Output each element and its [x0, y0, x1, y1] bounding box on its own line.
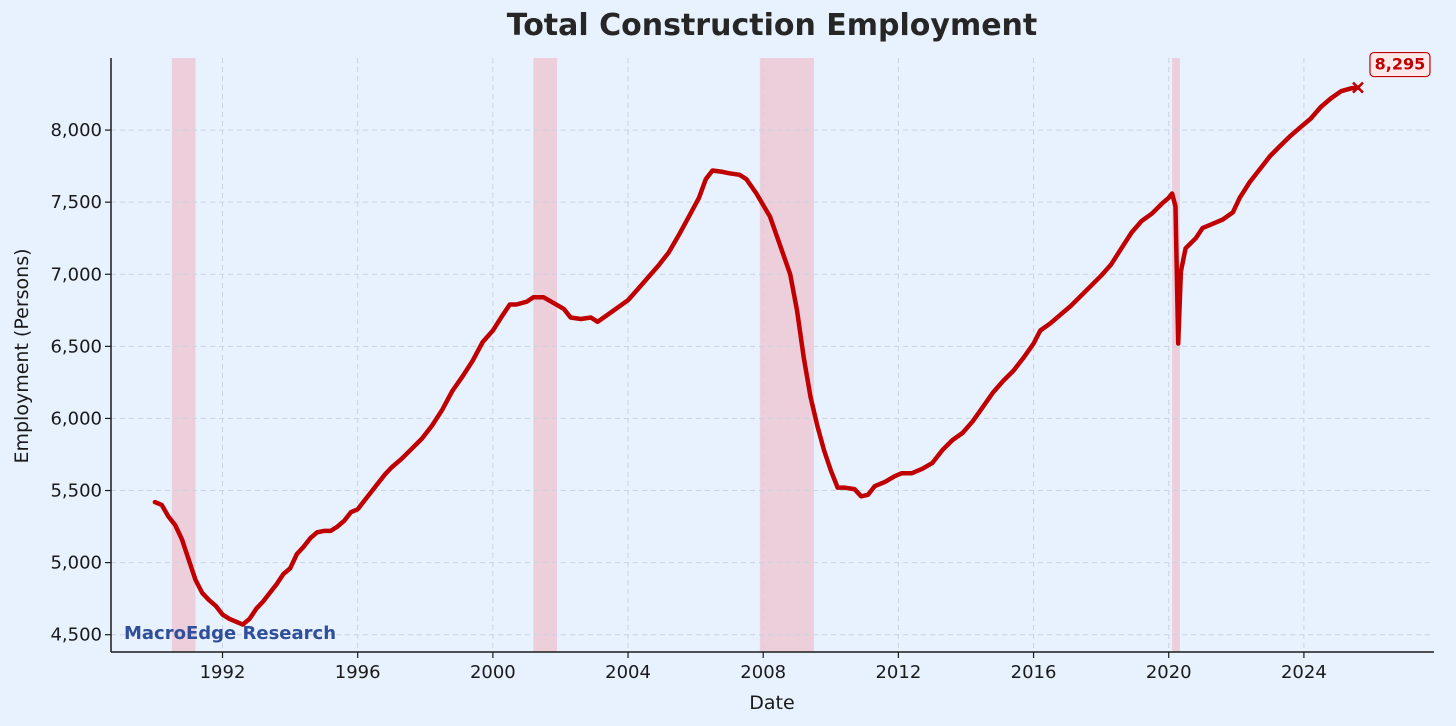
chart-title: Total Construction Employment — [507, 8, 1038, 43]
y-tick-label: 8,000 — [50, 120, 102, 141]
series-line — [152, 85, 1361, 627]
y-tick-label: 4,500 — [50, 625, 102, 646]
last-value-marker: 8,295 — [1352, 51, 1431, 94]
y-tick-label: 7,500 — [50, 192, 102, 213]
grid — [111, 58, 1434, 652]
y-axis-ticks: 4,500 5,000 5,500 6,000 6,500 7,000 7,500 8,000 — [50, 120, 111, 646]
x-tick-label: 2020 — [1146, 662, 1192, 683]
x-tick-label: 2004 — [605, 662, 651, 683]
y-tick-label: 5,500 — [50, 481, 102, 502]
x-tick-label: 2000 — [470, 662, 516, 683]
recession-bands — [171, 58, 1180, 652]
y-tick-label: 5,000 — [50, 553, 102, 574]
x-tick-label: 2012 — [875, 662, 921, 683]
x-tick-label: 2016 — [1011, 662, 1057, 683]
x-tick-label: 2024 — [1281, 662, 1327, 683]
last-point-marker — [1352, 81, 1364, 94]
x-axis-ticks: 1992 1996 2000 2004 2008 2012 2016 2020 2024 — [200, 652, 1327, 683]
y-tick-label: 6,000 — [50, 408, 102, 429]
y-tick-label: 7,000 — [50, 264, 102, 285]
recession-band — [1172, 58, 1180, 652]
x-tick-label: 1996 — [335, 662, 381, 683]
x-tick-label: 2008 — [740, 662, 786, 683]
x-axis-label: Date — [749, 692, 794, 714]
y-tick-label: 6,500 — [50, 336, 102, 357]
series-layer — [152, 85, 1361, 627]
last-value-label: 8,295 — [1375, 55, 1426, 74]
recession-band — [533, 58, 558, 652]
recession-band — [171, 58, 196, 652]
watermark-text: MacroEdge Research — [124, 623, 336, 644]
axes — [110, 58, 1434, 653]
last-value-badge — [1369, 51, 1431, 78]
x-tick-label: 1992 — [200, 662, 246, 683]
y-axis-label: Employment (Persons) — [11, 248, 33, 463]
